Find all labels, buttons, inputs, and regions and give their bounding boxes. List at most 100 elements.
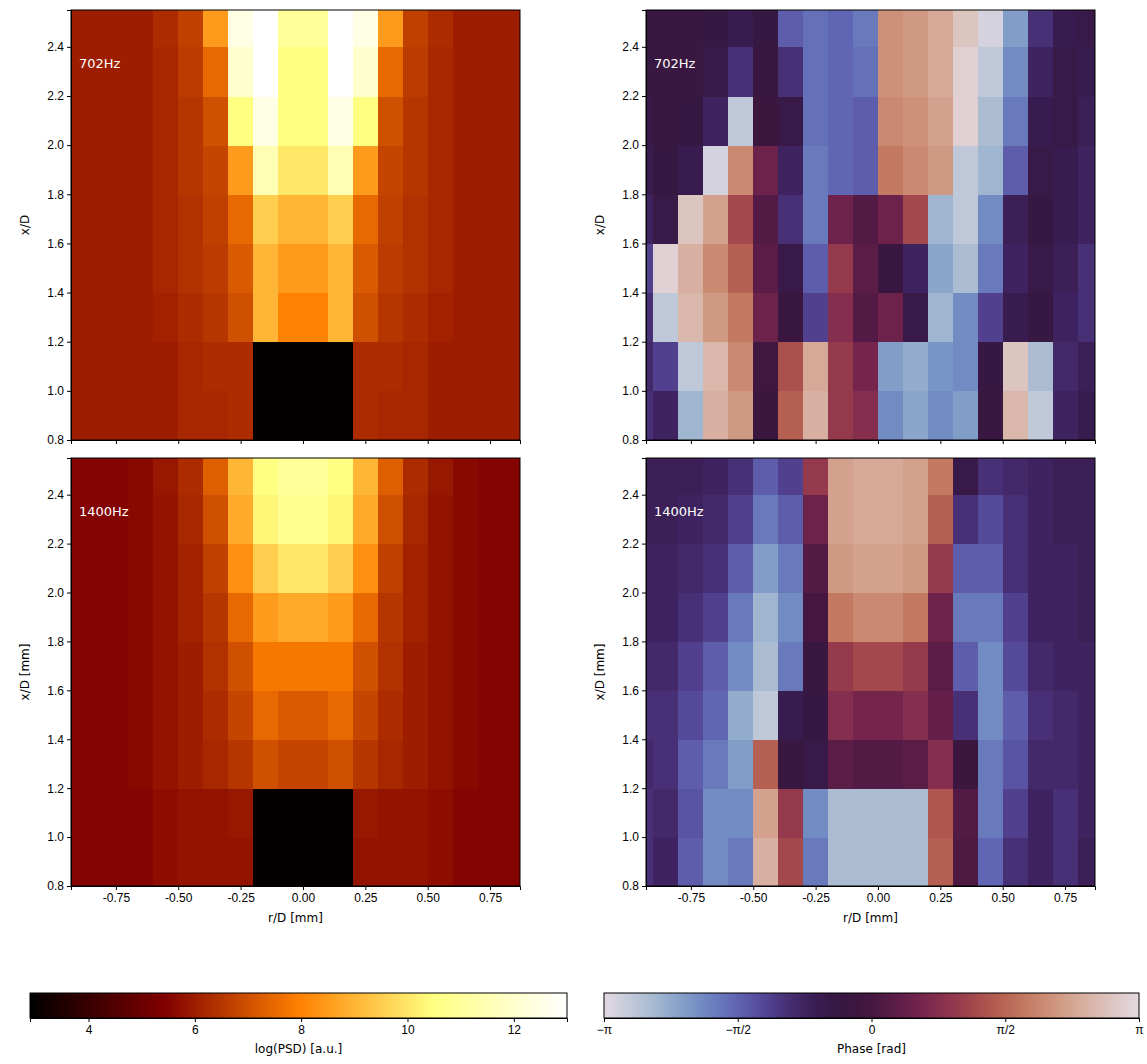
cell (203, 10, 228, 47)
cell (228, 739, 253, 788)
cell (328, 739, 353, 788)
tick-label: 1.0 (622, 830, 639, 844)
cell (453, 391, 478, 440)
tick: 1.4 (622, 286, 646, 300)
tick-mark (241, 886, 242, 890)
cell (178, 96, 203, 146)
colorbar-title: Phase [rad] (837, 1042, 906, 1056)
cell (403, 458, 428, 495)
cell (228, 544, 253, 593)
cell (1053, 194, 1078, 244)
cell (953, 243, 978, 293)
tick-label: 1.6 (622, 684, 639, 698)
cell (253, 788, 278, 837)
tick-mark (753, 886, 754, 890)
cell (903, 391, 928, 440)
cell (953, 544, 978, 593)
tick: 1.6 (622, 237, 646, 251)
cell (678, 495, 703, 544)
tick-mark (1003, 440, 1004, 444)
cell (328, 342, 353, 392)
cell (878, 342, 903, 392)
cell (903, 837, 928, 886)
cell (803, 47, 828, 97)
cell (803, 243, 828, 293)
cell (778, 495, 803, 544)
cell (978, 495, 1003, 544)
cell (646, 391, 654, 440)
tick: -0.75 (103, 886, 131, 905)
tick-mark (67, 145, 71, 146)
cell (203, 495, 228, 544)
cell (453, 788, 478, 837)
tick-label: 2.4 (47, 40, 64, 54)
cell (378, 47, 403, 97)
cell (1053, 788, 1078, 837)
cell (978, 788, 1003, 837)
cell (203, 837, 228, 886)
cell (1028, 293, 1053, 343)
cell (453, 342, 478, 392)
tick-label: 1.4 (47, 733, 64, 747)
cells (646, 458, 1095, 886)
cell (646, 145, 654, 195)
cell (453, 593, 478, 642)
cell (71, 690, 79, 739)
cell (778, 194, 803, 244)
cell (753, 145, 778, 195)
cell (828, 342, 853, 392)
cell (803, 593, 828, 642)
tick: 1.2 (622, 782, 646, 796)
cell (753, 495, 778, 544)
tick: 6 (192, 1018, 199, 1037)
cell (303, 837, 328, 886)
cell (428, 194, 453, 244)
cell (1078, 495, 1095, 544)
tick-mark (303, 440, 304, 444)
cell (803, 342, 828, 392)
cell (128, 243, 153, 293)
cell (203, 593, 228, 642)
cell (828, 495, 853, 544)
cell (753, 243, 778, 293)
tick-mark (1139, 1018, 1140, 1022)
cell (178, 495, 203, 544)
frame (71, 10, 520, 440)
cell (178, 194, 203, 244)
cell (128, 342, 153, 392)
cell (878, 788, 903, 837)
cell (478, 391, 503, 440)
cell (353, 458, 378, 495)
cell (503, 10, 520, 47)
cell (878, 495, 903, 544)
cell (1003, 293, 1028, 343)
cell (278, 145, 303, 195)
cell (728, 837, 753, 886)
cell (1078, 293, 1095, 343)
cell (953, 96, 978, 146)
cell (78, 342, 103, 392)
cell (646, 342, 654, 392)
cell (678, 739, 703, 788)
cell (178, 243, 203, 293)
tick: 8 (298, 1018, 305, 1037)
cell (928, 593, 953, 642)
panel-label: 702Hz (79, 56, 121, 71)
cell (428, 593, 453, 642)
cell (278, 495, 303, 544)
cell (278, 739, 303, 788)
cell (728, 593, 753, 642)
cell (178, 739, 203, 788)
tick-label: 12 (508, 1023, 522, 1037)
cell (353, 690, 378, 739)
cell (503, 243, 520, 293)
panel-label: 702Hz (654, 56, 696, 71)
cell (903, 593, 928, 642)
cell (478, 788, 503, 837)
tick: 1.6 (47, 684, 71, 698)
cell (728, 544, 753, 593)
tick (1065, 440, 1066, 444)
cell (903, 690, 928, 739)
cell (653, 194, 678, 244)
cell (353, 47, 378, 97)
